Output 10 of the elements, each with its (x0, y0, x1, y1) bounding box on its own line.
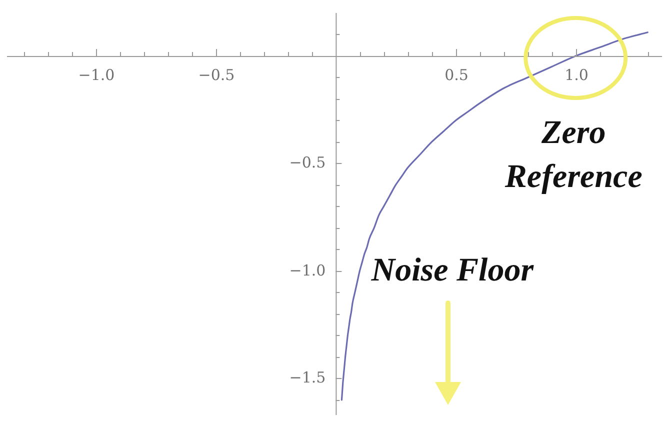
x-tick-label: −0.5 (198, 66, 235, 84)
x-tick-label: 1.0 (564, 66, 588, 84)
x-tick-label: 0.5 (444, 66, 468, 84)
annotation: Noise Floor (370, 252, 535, 288)
y-tick-label: −0.5 (289, 153, 326, 172)
line-series (340, 32, 648, 401)
y-tick-label: −1.5 (289, 368, 326, 386)
y-tick-label: −1.0 (289, 261, 326, 280)
x-tick-label: −1.0 (78, 66, 115, 84)
annotation: Zero Reference (504, 114, 642, 195)
